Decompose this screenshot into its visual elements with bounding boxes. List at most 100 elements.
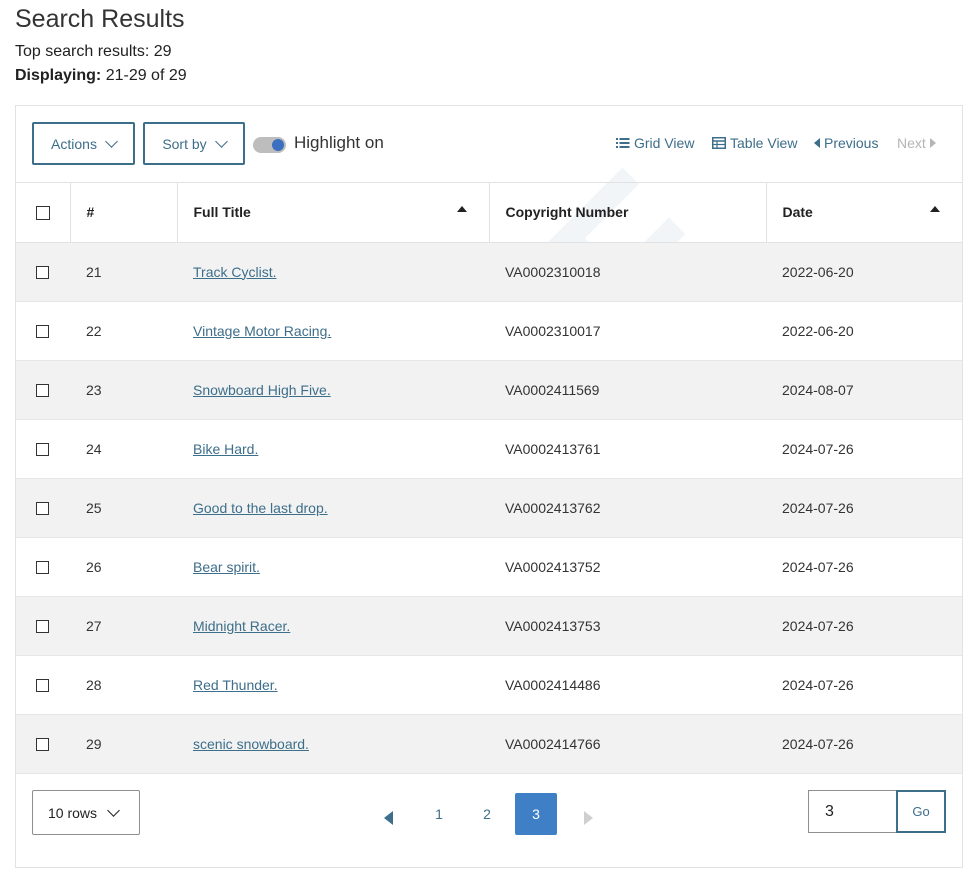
title-link[interactable]: Midnight Racer. xyxy=(193,617,291,634)
row-checkbox[interactable] xyxy=(36,561,49,575)
row-checkbox[interactable] xyxy=(36,679,49,693)
row-date: 2024-07-26 xyxy=(782,499,854,516)
chevron-down-icon xyxy=(105,134,118,148)
row-number: 29 xyxy=(86,735,102,752)
header-date-label: Date xyxy=(782,204,813,221)
header-number: # xyxy=(70,183,178,243)
next-page-arrow-icon[interactable] xyxy=(584,811,593,825)
row-number: 27 xyxy=(86,617,102,634)
row-copyright-number: VA0002414486 xyxy=(505,676,601,693)
row-copyright-number: VA0002413753 xyxy=(505,617,601,634)
row-number: 26 xyxy=(86,558,102,575)
table-row: 23 Snowboard High Five. VA0002411569 202… xyxy=(16,360,962,419)
actions-label: Actions xyxy=(51,135,97,152)
row-date: 2024-08-07 xyxy=(782,381,854,398)
row-date: 2022-06-20 xyxy=(782,263,854,280)
actions-dropdown[interactable]: Actions xyxy=(32,122,135,165)
page-3-button-active[interactable]: 3 xyxy=(515,793,557,835)
page-2-button[interactable]: 2 xyxy=(483,806,491,822)
table-row: 22 Vintage Motor Racing. VA0002310017 20… xyxy=(16,301,962,360)
page-1-button[interactable]: 1 xyxy=(435,806,443,822)
header-select-cell xyxy=(16,183,71,243)
row-checkbox[interactable] xyxy=(36,266,49,280)
table-header-row: # Full Title Copyright Number Date xyxy=(16,183,962,243)
header-date[interactable]: Date xyxy=(766,183,962,243)
row-date: 2024-07-26 xyxy=(782,676,854,693)
row-title-cell: Bear spirit. xyxy=(177,537,489,596)
table-row: 24 Bike Hard. VA0002413761 2024-07-26 xyxy=(16,419,962,478)
sort-by-label: Sort by xyxy=(162,135,207,152)
row-title-cell: Snowboard High Five. xyxy=(177,360,489,419)
title-link[interactable]: Bike Hard. xyxy=(193,440,259,457)
title-link[interactable]: Snowboard High Five. xyxy=(193,381,331,398)
row-number: 22 xyxy=(86,322,102,339)
row-title-cell: Good to the last drop. xyxy=(177,478,489,537)
displaying-value: 21-29 of 29 xyxy=(105,67,187,84)
row-number: 21 xyxy=(86,263,102,280)
row-select-cell xyxy=(16,242,70,301)
top-results-count: Top search results: 29 xyxy=(15,43,172,60)
title-link[interactable]: Bear spirit. xyxy=(193,558,260,575)
previous-label: Previous xyxy=(824,135,879,151)
grid-view-link[interactable]: Grid View xyxy=(616,135,694,151)
row-title-cell: Track Cyclist. xyxy=(177,242,489,301)
page-title: Search Results xyxy=(15,5,185,33)
sort-by-dropdown[interactable]: Sort by xyxy=(143,122,245,165)
highlight-toggle[interactable] xyxy=(253,137,286,153)
table-view-link[interactable]: Table View xyxy=(712,135,797,151)
rows-per-page-select[interactable]: 10 rows xyxy=(32,790,140,835)
title-link[interactable]: scenic snowboard. xyxy=(193,735,309,752)
previous-link[interactable]: Previous xyxy=(814,135,878,151)
results-toolbar: Actions Sort by Highlight on Grid View xyxy=(16,106,962,183)
toggle-knob xyxy=(272,139,284,151)
results-panel: 123RF Actions Sort by Highlight on Grid … xyxy=(15,105,963,868)
results-table: # Full Title Copyright Number Date 21 Tr… xyxy=(16,183,962,774)
row-select-cell xyxy=(16,360,70,419)
row-select-cell xyxy=(16,596,70,655)
rows-per-page-label: 10 rows xyxy=(48,804,98,821)
row-title-cell: Red Thunder. xyxy=(177,655,489,714)
page-number-input[interactable] xyxy=(808,790,896,833)
row-copyright-number: VA0002310018 xyxy=(505,263,601,280)
row-title-cell: scenic snowboard. xyxy=(177,714,489,773)
row-date: 2024-07-26 xyxy=(782,440,854,457)
row-select-cell xyxy=(16,714,70,773)
row-select-cell xyxy=(16,537,70,596)
row-checkbox[interactable] xyxy=(36,502,49,516)
displaying-label: Displaying: xyxy=(15,67,102,84)
title-link[interactable]: Red Thunder. xyxy=(193,676,278,693)
row-select-cell xyxy=(16,655,70,714)
go-button[interactable]: Go xyxy=(896,790,946,833)
table-row: 28 Red Thunder. VA0002414486 2024-07-26 xyxy=(16,655,962,714)
header-full-title[interactable]: Full Title xyxy=(177,183,490,243)
row-copyright-number: VA0002413761 xyxy=(505,440,601,457)
title-link[interactable]: Track Cyclist. xyxy=(193,263,277,280)
row-checkbox[interactable] xyxy=(36,384,49,398)
table-view-label: Table View xyxy=(730,135,798,151)
previous-page-arrow-icon[interactable] xyxy=(384,811,393,825)
row-checkbox[interactable] xyxy=(36,325,49,339)
row-checkbox[interactable] xyxy=(36,738,49,752)
title-link[interactable]: Vintage Motor Racing. xyxy=(193,322,332,339)
select-all-checkbox[interactable] xyxy=(36,206,50,221)
row-title-cell: Midnight Racer. xyxy=(177,596,489,655)
row-copyright-number: VA0002413752 xyxy=(505,558,601,575)
row-title-cell: Bike Hard. xyxy=(177,419,489,478)
header-copyright-number: Copyright Number xyxy=(489,183,767,243)
row-date: 2024-07-26 xyxy=(782,617,854,634)
row-checkbox[interactable] xyxy=(36,620,49,634)
table-row: 25 Good to the last drop. VA0002413762 2… xyxy=(16,478,962,537)
header-full-title-label: Full Title xyxy=(193,204,251,221)
sort-ascending-icon xyxy=(930,206,940,212)
table-icon xyxy=(712,137,726,149)
row-date: 2022-06-20 xyxy=(782,322,854,339)
caret-right-icon xyxy=(929,138,936,148)
row-copyright-number: VA0002413762 xyxy=(505,499,601,516)
sort-ascending-icon xyxy=(456,206,467,212)
table-row: 29 scenic snowboard. VA0002414766 2024-0… xyxy=(16,714,962,773)
row-checkbox[interactable] xyxy=(36,443,49,457)
table-row: 27 Midnight Racer. VA0002413753 2024-07-… xyxy=(16,596,962,655)
row-select-cell xyxy=(16,478,70,537)
title-link[interactable]: Good to the last drop. xyxy=(193,499,328,516)
next-link[interactable]: Next xyxy=(897,135,936,151)
